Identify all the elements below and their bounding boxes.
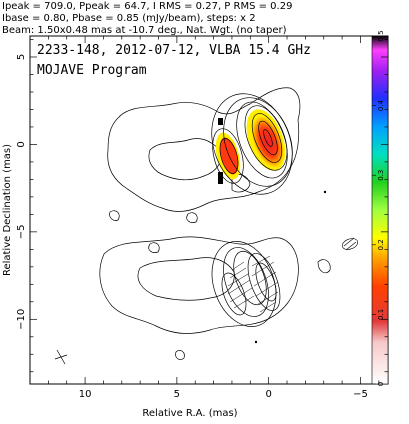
beam-marker <box>54 349 68 365</box>
x-tick-label: 10 <box>79 389 92 400</box>
x-tick-label: 5 <box>174 389 180 400</box>
contours-lower-pair <box>211 241 281 327</box>
colorbar-tick-label: 0.1 <box>377 309 385 320</box>
contour-fragment-a <box>231 174 251 193</box>
y-tick-label: 5 <box>16 54 27 60</box>
x-tick-label: 0 <box>265 389 271 400</box>
contour-fragment-e <box>186 212 198 223</box>
colorbar-tick-label: 0.4 <box>377 99 385 111</box>
header-line-1: Ipeak = 709.0, Ppeak = 64.7, I RMS = 0.2… <box>2 1 292 12</box>
contour-inner-upper <box>148 138 222 181</box>
contour-isolated-right <box>341 237 359 251</box>
x-tick-label: −5 <box>353 389 368 400</box>
y-axis-ticks: 5 0 −5 −10 <box>16 39 388 373</box>
contour-fragment-f <box>317 259 331 274</box>
contours-core <box>211 93 293 195</box>
lower-pair-component <box>211 241 281 327</box>
y-tick-label: 0 <box>16 141 27 147</box>
contour-fragment-c <box>175 350 185 360</box>
contour-fragment-d <box>148 242 160 253</box>
x-axis-label: Relative R.A. (mas) <box>142 408 237 419</box>
colorbar-tick-label: 0 <box>377 382 385 386</box>
core-component <box>211 93 293 195</box>
plot-title: 2233-148, 2012-07-12, VLBA 15.4 GHz <box>37 43 311 58</box>
contour-outer-lower <box>99 236 299 334</box>
colorbar-tick-label: 0.5 <box>377 30 385 41</box>
y-tick-label: −5 <box>16 224 27 239</box>
colorbar-tick-label: 0.2 <box>377 239 385 250</box>
colorbar <box>371 35 389 385</box>
plot-frame <box>29 35 389 385</box>
y-tick-label: −10 <box>16 309 27 330</box>
core-black-pixel-b <box>218 172 223 184</box>
x-axis-ticks: 10 5 0 −5 <box>29 36 380 400</box>
colorbar-ticks: 0 0.1 0.2 0.3 0.4 0.5 <box>372 30 385 386</box>
contour-fragment-b <box>109 210 120 221</box>
dot-right <box>323 190 327 194</box>
y-axis-label: Relative Declination (mas) <box>2 144 13 276</box>
contour-inner-lower <box>137 257 235 301</box>
image-content <box>54 87 359 365</box>
core-black-pixel-a <box>218 118 223 125</box>
plot-subtitle: MOJAVE Program <box>37 63 147 78</box>
header-line-3: Beam: 1.50x0.48 mas at -10.7 deg., Nat. … <box>2 25 287 36</box>
header-line-2: Ibase = 0.80, Pbase = 0.85 (mJy/beam), s… <box>2 13 256 24</box>
colorbar-tick-label: 0.3 <box>377 170 385 181</box>
polarization-hatching <box>227 255 279 313</box>
dot-lower <box>254 340 258 344</box>
